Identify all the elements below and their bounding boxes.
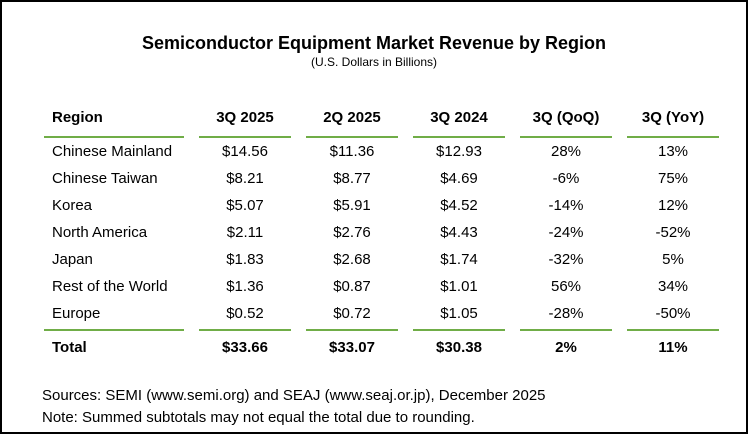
region-cell: Korea bbox=[52, 197, 93, 214]
footer: Sources: SEMI (www.semi.org) and SEAJ (w… bbox=[42, 385, 746, 429]
table-row-north-america: North America $2.11 $2.76 $4.43 -24% -52… bbox=[44, 219, 719, 246]
table-row-japan: Japan $1.83 $2.68 $1.74 -32% 5% bbox=[44, 246, 719, 273]
total-value-cell: $30.38 bbox=[436, 339, 482, 356]
value-cell: 34% bbox=[657, 278, 689, 295]
total-value-cell: 2% bbox=[555, 339, 577, 356]
value-cell: $0.72 bbox=[306, 300, 398, 331]
value-cell: $11.36 bbox=[329, 143, 375, 160]
value-cell: $1.83 bbox=[226, 251, 264, 268]
value-cell: $14.56 bbox=[222, 143, 268, 160]
table-row-korea: Korea $5.07 $5.91 $4.52 -14% 12% bbox=[44, 192, 719, 219]
table-header-row: Region 3Q 2025 2Q 2025 3Q 2024 3Q (QoQ) … bbox=[44, 100, 719, 138]
value-cell: -28% bbox=[520, 300, 612, 331]
value-cell: 28% bbox=[550, 143, 582, 160]
value-cell: $5.07 bbox=[226, 197, 264, 214]
value-cell: 75% bbox=[657, 170, 689, 187]
value-cell: $12.93 bbox=[436, 143, 482, 160]
page-subtitle: (U.S. Dollars in Billions) bbox=[310, 55, 438, 69]
value-cell: -6% bbox=[552, 170, 580, 187]
sources-text: Sources: SEMI (www.semi.org) and SEAJ (w… bbox=[42, 387, 546, 404]
region-cell: Rest of the World bbox=[52, 278, 168, 295]
value-cell: $0.52 bbox=[199, 300, 291, 331]
value-cell: -32% bbox=[548, 251, 584, 268]
page-title: Semiconductor Equipment Market Revenue b… bbox=[141, 33, 607, 53]
value-cell: $4.43 bbox=[440, 224, 478, 241]
revenue-table: Region 3Q 2025 2Q 2025 3Q 2024 3Q (QoQ) … bbox=[29, 100, 734, 361]
region-cell: North America bbox=[52, 224, 148, 241]
value-cell: 5% bbox=[662, 251, 684, 268]
total-value-cell: $33.07 bbox=[329, 339, 375, 356]
value-cell: 13% bbox=[657, 143, 689, 160]
value-cell: $2.11 bbox=[226, 224, 264, 241]
region-cell: Chinese Mainland bbox=[52, 143, 173, 160]
value-cell: $4.52 bbox=[440, 197, 478, 214]
total-value-cell: $33.66 bbox=[222, 339, 268, 356]
value-cell: $2.76 bbox=[333, 224, 371, 241]
column-header-3q2025: 3Q 2025 bbox=[199, 100, 291, 138]
value-cell: $1.36 bbox=[226, 278, 264, 295]
column-header-2q2025: 2Q 2025 bbox=[306, 100, 398, 138]
value-cell: $8.77 bbox=[333, 170, 371, 187]
value-cell: $1.05 bbox=[413, 300, 505, 331]
value-cell: $1.01 bbox=[440, 278, 478, 295]
total-label-cell: Total bbox=[52, 339, 87, 356]
value-cell: $4.69 bbox=[440, 170, 478, 187]
column-header-qoq: 3Q (QoQ) bbox=[520, 100, 612, 138]
table-row-chinese-mainland: Chinese Mainland $14.56 $11.36 $12.93 28… bbox=[44, 138, 719, 165]
table-row-europe: Europe $0.52 $0.72 $1.05 -28% -50% bbox=[44, 300, 719, 331]
column-header-yoy: 3Q (YoY) bbox=[627, 100, 719, 138]
value-cell: -52% bbox=[655, 224, 691, 241]
value-cell: -24% bbox=[548, 224, 584, 241]
value-cell: $5.91 bbox=[333, 197, 371, 214]
value-cell: -14% bbox=[548, 197, 584, 214]
column-header-3q2024: 3Q 2024 bbox=[413, 100, 505, 138]
note-text: Note: Summed subtotals may not equal the… bbox=[42, 409, 475, 426]
value-cell: 56% bbox=[550, 278, 582, 295]
value-cell: $1.74 bbox=[440, 251, 478, 268]
table-row-rest-of-world: Rest of the World $1.36 $0.87 $1.01 56% … bbox=[44, 273, 719, 300]
value-cell: $8.21 bbox=[226, 170, 264, 187]
region-cell: Chinese Taiwan bbox=[52, 170, 158, 187]
region-cell: Japan bbox=[52, 251, 93, 268]
value-cell: $0.87 bbox=[333, 278, 371, 295]
value-cell: 12% bbox=[657, 197, 689, 214]
total-value-cell: 11% bbox=[658, 339, 688, 356]
column-header-region: Region bbox=[44, 100, 184, 138]
value-cell: $2.68 bbox=[333, 251, 371, 268]
table-total-row: Total $33.66 $33.07 $30.38 2% 11% bbox=[44, 331, 719, 361]
region-cell: Europe bbox=[44, 300, 184, 331]
table-row-chinese-taiwan: Chinese Taiwan $8.21 $8.77 $4.69 -6% 75% bbox=[44, 165, 719, 192]
value-cell: -50% bbox=[627, 300, 719, 331]
